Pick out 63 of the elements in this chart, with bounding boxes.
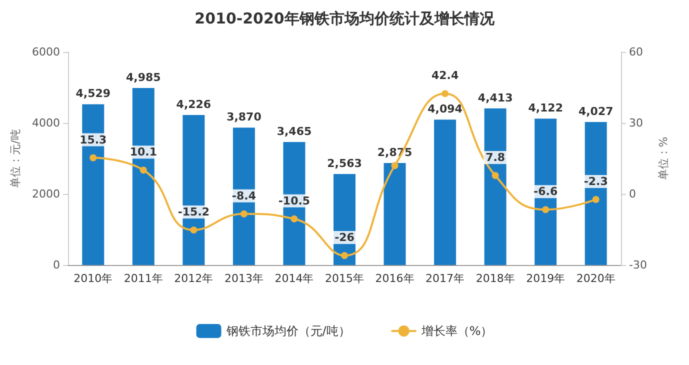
- y-tick-label: 0: [53, 258, 60, 272]
- x-tick-label: 2016年: [375, 272, 414, 285]
- x-tick-label: 2018年: [476, 272, 515, 285]
- legend-label: 钢铁市场均价（元/吨）: [225, 324, 350, 338]
- bar: [584, 122, 607, 265]
- point: [190, 226, 198, 234]
- data-label: 42.4: [431, 69, 459, 82]
- bar: [132, 88, 154, 265]
- point: [391, 162, 398, 170]
- x-tick-label: 2013年: [224, 272, 264, 285]
- point: [592, 196, 600, 203]
- point: [90, 154, 97, 162]
- y-tick-label: 6000: [32, 46, 60, 58]
- point: [492, 172, 499, 180]
- y-tick-label: 2000: [32, 188, 60, 200]
- bar: [484, 108, 506, 265]
- data-label: 4,094: [428, 102, 463, 116]
- data-label: 15.3: [80, 133, 107, 146]
- data-label: 4,529: [76, 87, 111, 100]
- point: [442, 90, 449, 98]
- x-tick-label: 2015年: [325, 272, 364, 285]
- data-label: -8.4: [232, 189, 256, 202]
- data-label: 4,985: [126, 71, 161, 84]
- point: [542, 206, 550, 214]
- data-label: 2,563: [327, 157, 362, 170]
- data-label: -6.6: [534, 185, 558, 198]
- x-tick-label: 2010年: [74, 272, 113, 285]
- x-tick-label: 2020年: [576, 272, 616, 285]
- bar: [434, 120, 456, 265]
- x-tick-label: 2014年: [274, 272, 314, 285]
- data-label: 7.8: [486, 151, 506, 164]
- data-label: 4,027: [578, 105, 614, 118]
- point: [140, 166, 147, 174]
- chart-title: 2010-2020年钢铁市场均价统计及增长情况: [194, 10, 496, 28]
- legend-label: 增长率（%）: [420, 324, 493, 338]
- data-label: 4,226: [176, 98, 212, 111]
- data-label: -10.5: [278, 194, 310, 208]
- y2-tick-label: 30: [629, 116, 643, 130]
- data-label: -26: [334, 231, 355, 244]
- data-label: 3,465: [276, 124, 312, 138]
- y-tick-label: 4000: [32, 116, 60, 130]
- bar: [534, 118, 557, 265]
- point: [341, 252, 348, 260]
- data-label: -2.3: [584, 174, 608, 188]
- x-tick-label: 2012年: [174, 272, 214, 285]
- point: [290, 215, 298, 222]
- data-label: 4,413: [478, 91, 513, 104]
- data-label: 4,122: [528, 102, 563, 115]
- x-tick-label: 2019年: [526, 272, 566, 285]
- bar: [232, 128, 255, 265]
- y2-axis-title: 单位：%: [656, 136, 670, 180]
- data-label: 10.1: [130, 146, 157, 159]
- y2-tick-label: 60: [629, 46, 643, 58]
- bar: [82, 104, 104, 265]
- y-axis-title: 单位：元/吨: [9, 129, 22, 188]
- x-tick-label: 2017年: [426, 272, 465, 285]
- point: [240, 210, 248, 218]
- data-label: -15.2: [178, 205, 210, 218]
- y2-tick-label: -30: [629, 258, 647, 272]
- data-label: 3,870: [226, 110, 262, 124]
- y2-tick-label: 0: [629, 188, 636, 200]
- bar: [384, 162, 406, 265]
- x-tick-label: 2011年: [124, 272, 163, 285]
